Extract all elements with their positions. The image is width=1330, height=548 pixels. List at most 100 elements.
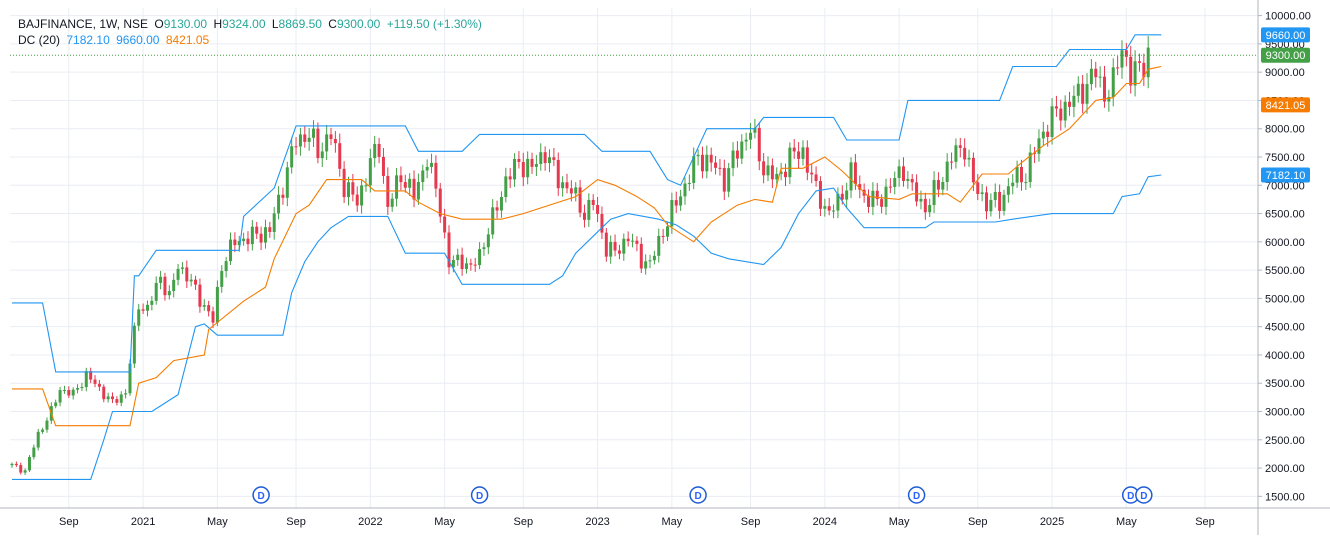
candle-body bbox=[714, 162, 718, 168]
candle-body bbox=[464, 263, 468, 270]
candle bbox=[718, 158, 722, 176]
candle bbox=[871, 182, 875, 216]
candle bbox=[443, 208, 447, 239]
candle bbox=[1124, 42, 1128, 67]
price-badge-label: 7182.10 bbox=[1266, 170, 1306, 182]
price-tick-label: 3500.00 bbox=[1265, 378, 1305, 390]
candle-body bbox=[408, 178, 412, 188]
legend-symbol[interactable]: BAJFINANCE, 1W, NSE bbox=[18, 17, 149, 31]
candle bbox=[622, 233, 626, 261]
candle-body bbox=[128, 363, 132, 394]
candle-body bbox=[1124, 50, 1128, 57]
dividend-marker[interactable]: D bbox=[252, 486, 270, 504]
candle bbox=[683, 177, 687, 205]
candle bbox=[1085, 73, 1089, 114]
candle-body bbox=[71, 389, 75, 396]
price-tick-label: 4500.00 bbox=[1265, 322, 1305, 334]
candle-body bbox=[853, 162, 857, 185]
candle-body bbox=[683, 183, 687, 197]
candle bbox=[303, 126, 307, 148]
candle bbox=[268, 221, 272, 238]
candle-body bbox=[298, 134, 302, 147]
candle bbox=[762, 153, 766, 184]
candle-body bbox=[1006, 186, 1010, 195]
candle-body bbox=[805, 147, 809, 173]
legend-indicator-row[interactable]: DC (20) 7182.10 9660.00 8421.05 bbox=[18, 32, 485, 48]
candle bbox=[888, 178, 892, 194]
candle bbox=[1041, 122, 1045, 146]
candle bbox=[167, 285, 171, 300]
candle bbox=[534, 155, 538, 176]
candle-body bbox=[626, 238, 630, 242]
candle-body bbox=[1085, 84, 1089, 104]
candle-body bbox=[875, 190, 879, 200]
candle-body bbox=[399, 175, 403, 183]
dividend-marker[interactable]: D bbox=[689, 486, 707, 504]
indicator-name[interactable]: DC (20) bbox=[18, 33, 61, 47]
candle-body bbox=[242, 238, 246, 242]
candle-body bbox=[797, 151, 801, 159]
candle-body bbox=[1076, 83, 1080, 96]
candle-body bbox=[132, 325, 136, 364]
candle-body bbox=[1103, 76, 1106, 102]
candle-body bbox=[80, 387, 84, 389]
candle bbox=[591, 194, 595, 211]
candle bbox=[801, 140, 805, 166]
candle bbox=[224, 256, 228, 278]
candle-body bbox=[233, 239, 237, 246]
candle bbox=[1015, 160, 1019, 188]
price-tick-label: 9000.00 bbox=[1265, 67, 1305, 79]
candle-body bbox=[1024, 182, 1028, 184]
candle-body bbox=[919, 198, 923, 202]
candle bbox=[897, 159, 901, 187]
candle bbox=[932, 171, 936, 214]
candle bbox=[41, 427, 45, 434]
candle bbox=[320, 142, 324, 168]
candle bbox=[395, 168, 399, 207]
candle-body bbox=[980, 192, 984, 195]
candle bbox=[626, 231, 630, 247]
dividend-marker[interactable]: D bbox=[470, 486, 489, 504]
candle bbox=[1129, 45, 1133, 94]
candle bbox=[412, 170, 416, 208]
candle-body bbox=[250, 226, 254, 245]
candle-body bbox=[1111, 67, 1115, 97]
candle-body bbox=[727, 168, 731, 192]
candle bbox=[1050, 98, 1054, 145]
dividend-marker[interactable]: D bbox=[907, 486, 926, 504]
dividend-label: D bbox=[476, 491, 483, 502]
dc-lower-line bbox=[12, 174, 1162, 480]
candle-body bbox=[757, 127, 761, 162]
candle-body bbox=[176, 268, 180, 280]
candle-body bbox=[631, 240, 635, 242]
candle-body bbox=[792, 147, 796, 152]
dc-basis-line bbox=[12, 65, 1162, 427]
candle-body bbox=[604, 232, 608, 257]
candle bbox=[478, 242, 482, 270]
price-badge-bg bbox=[1261, 167, 1310, 183]
candle-body bbox=[548, 157, 552, 164]
candle bbox=[10, 462, 14, 468]
candle bbox=[277, 186, 281, 220]
price-badge-label: 8421.05 bbox=[1266, 100, 1306, 112]
time-tick-label: Sep bbox=[286, 516, 306, 528]
legend: BAJFINANCE, 1W, NSE O9130.00 H9324.00 L8… bbox=[18, 16, 485, 48]
dividend-marker[interactable]: D bbox=[1135, 486, 1153, 504]
candle-body bbox=[27, 457, 31, 471]
candle-body bbox=[827, 206, 831, 211]
candle-body bbox=[910, 178, 914, 183]
candle-body bbox=[224, 261, 228, 272]
legend-low: 8869.50 bbox=[278, 17, 322, 31]
legend-ohlc-row[interactable]: BAJFINANCE, 1W, NSE O9130.00 H9324.00 L8… bbox=[18, 16, 485, 32]
candle bbox=[985, 186, 989, 220]
candle bbox=[1024, 173, 1028, 190]
candle-body bbox=[434, 162, 438, 189]
candle bbox=[185, 260, 189, 289]
candle bbox=[893, 171, 897, 195]
candle-body bbox=[351, 182, 355, 195]
candle bbox=[836, 187, 840, 219]
candle bbox=[207, 300, 211, 317]
